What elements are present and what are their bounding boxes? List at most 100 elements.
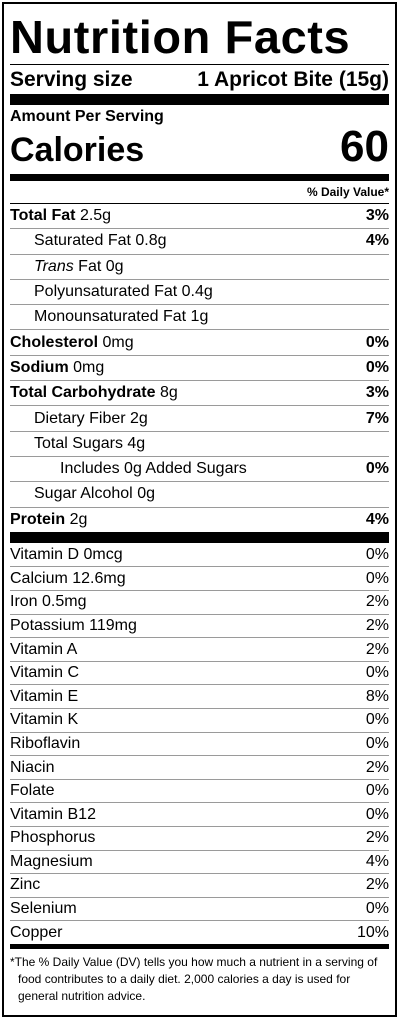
vitamin-dv: 2%	[365, 758, 389, 776]
vitamin-dv: 0%	[365, 711, 389, 729]
vitamin-row: Vitamin A 2%	[10, 637, 389, 661]
vitamin-row: Zinc 2%	[10, 873, 389, 897]
nutrient-row-cholesterol: Cholesterol 0mg 0%	[10, 329, 389, 354]
nutrient-name: Includes 0g Added Sugars	[60, 460, 247, 478]
nutrient-row-sugar-alcohol: Sugar Alcohol 0g	[10, 481, 389, 506]
vitamin-dv: 10%	[356, 923, 389, 941]
nutrient-name: Total Fat	[10, 207, 76, 225]
vitamin-name: Folate	[10, 782, 55, 800]
vitamin-dv: 2%	[365, 640, 389, 658]
nutrient-row-monounsaturated-fat: Monounsaturated Fat 1g	[10, 304, 389, 329]
nutrient-amount: 8g	[159, 384, 178, 402]
nutrient-row-dietary-fiber: Dietary Fiber 2g 7%	[10, 405, 389, 430]
nutrient-amount: 0g	[137, 485, 155, 503]
nutrient-name-italic: Trans	[34, 257, 74, 275]
serving-size-row: Serving size 1 Apricot Bite (15g)	[10, 66, 389, 94]
nutrient-row-saturated-fat: Saturated Fat 0.8g 4%	[10, 228, 389, 253]
vitamin-dv: 2%	[365, 829, 389, 847]
nutrition-label: Nutrition Facts Serving size 1 Apricot B…	[2, 2, 397, 1017]
vitamin-row: Vitamin B12 0%	[10, 802, 389, 826]
divider-thick	[10, 94, 389, 105]
nutrient-dv: 4%	[365, 232, 389, 250]
nutrient-name: Saturated Fat	[34, 232, 131, 250]
vitamin-row: Vitamin D 0mcg 0%	[10, 543, 389, 567]
nutrient-dv: 3%	[365, 384, 389, 402]
divider-medium	[10, 943, 389, 949]
vitamin-dv: 0%	[365, 805, 389, 823]
nutrient-amount: 2g	[130, 409, 148, 427]
vitamin-name: Zinc	[10, 876, 41, 894]
vitamin-row: Vitamin C 0%	[10, 660, 389, 685]
vitamin-name: Magnesium	[10, 852, 93, 870]
nutrient-amount: 0g	[105, 257, 124, 275]
nutrient-dv: 0%	[365, 358, 389, 376]
nutrient-name: Polyunsaturated Fat	[34, 283, 178, 301]
nutrient-name: Total Carbohydrate	[10, 384, 156, 402]
vitamin-name: Vitamin A	[10, 640, 78, 658]
vitamin-dv: 0%	[365, 545, 389, 563]
nutrient-amount: 2.5g	[79, 207, 112, 225]
footnote: *The % Daily Value (DV) tells you how mu…	[10, 954, 378, 1003]
nutrient-amount: 0.8g	[135, 232, 167, 250]
nutrient-row-protein: Protein 2g 4%	[10, 506, 389, 532]
vitamin-row: Vitamin K 0%	[10, 708, 389, 732]
vitamin-dv: 4%	[365, 852, 389, 870]
nutrient-name: Sodium	[10, 358, 69, 376]
vitamin-name: Copper	[10, 923, 63, 941]
vitamin-name: Calcium 12.6mg	[10, 569, 126, 587]
vitamin-dv: 0%	[365, 734, 389, 752]
nutrient-row-trans-fat: Trans Fat 0g	[10, 253, 389, 279]
nutrient-dv: 4%	[365, 510, 389, 528]
divider-thick	[10, 531, 389, 543]
nutrient-name: Fat	[78, 257, 102, 275]
vitamin-row: Niacin 2%	[10, 755, 389, 779]
vitamin-dv: 0%	[365, 900, 389, 918]
daily-value-header: % Daily Value*	[306, 185, 389, 199]
vitamin-name: Potassium 119mg	[10, 616, 137, 634]
calories-row: Calories 60	[10, 122, 389, 171]
divider-medium	[10, 174, 389, 181]
vitamin-name: Vitamin D 0mcg	[10, 545, 123, 563]
vitamin-dv: 2%	[365, 616, 389, 634]
nutrient-row-total-fat: Total Fat 2.5g 3%	[10, 203, 389, 228]
divider	[10, 64, 389, 65]
vitamin-name: Iron 0.5mg	[10, 593, 87, 611]
nutrient-row-total-carbohydrate: Total Carbohydrate 8g 3%	[10, 380, 389, 405]
nutrient-name: Dietary Fiber	[34, 409, 126, 427]
nutrient-name: Total Sugars	[34, 434, 123, 452]
vitamin-name: Vitamin C	[10, 664, 80, 682]
vitamin-name: Vitamin E	[10, 687, 79, 705]
nutrient-dv: 0%	[365, 460, 389, 478]
nutrient-name: Protein	[10, 510, 66, 528]
nutrient-name: Monounsaturated Fat	[34, 308, 187, 326]
vitamin-name: Niacin	[10, 758, 55, 776]
serving-size-label: Serving size	[10, 68, 133, 91]
vitamin-row: Folate 0%	[10, 778, 389, 803]
nutrient-row-total-sugars: Total Sugars 4g	[10, 430, 389, 456]
vitamin-name: Vitamin B12	[10, 805, 96, 823]
serving-size-value: 1 Apricot Bite (15g)	[197, 68, 389, 91]
vitamin-name: Riboflavin	[10, 734, 81, 752]
nutrient-row-polyunsaturated-fat: Polyunsaturated Fat 0.4g	[10, 278, 389, 304]
calories-label: Calories	[10, 131, 145, 169]
vitamin-name: Phosphorus	[10, 829, 96, 847]
calories-value: 60	[340, 122, 389, 171]
nutrient-row-sodium: Sodium 0mg 0%	[10, 354, 389, 380]
label-title: Nutrition Facts	[10, 11, 351, 63]
nutrient-amount: 0mg	[73, 358, 105, 376]
vitamin-name: Selenium	[10, 900, 77, 918]
vitamin-row: Calcium 12.6mg 0%	[10, 566, 389, 590]
vitamin-dv: 2%	[365, 876, 389, 894]
nutrient-amount: 0.4g	[181, 283, 213, 301]
vitamin-row: Copper 10%	[10, 920, 389, 944]
nutrient-name: Sugar Alcohol	[34, 485, 133, 503]
vitamin-dv: 0%	[365, 664, 389, 682]
vitamin-dv: 2%	[365, 593, 389, 611]
nutrient-dv: 3%	[365, 207, 389, 225]
nutrient-amount: 1g	[190, 308, 209, 326]
vitamin-dv: 8%	[365, 687, 389, 705]
vitamin-row: Phosphorus 2%	[10, 825, 389, 850]
nutrient-amount: 2g	[69, 510, 88, 528]
nutrient-row-added-sugars: Includes 0g Added Sugars 0%	[10, 455, 389, 481]
vitamin-row: Selenium 0%	[10, 896, 389, 921]
